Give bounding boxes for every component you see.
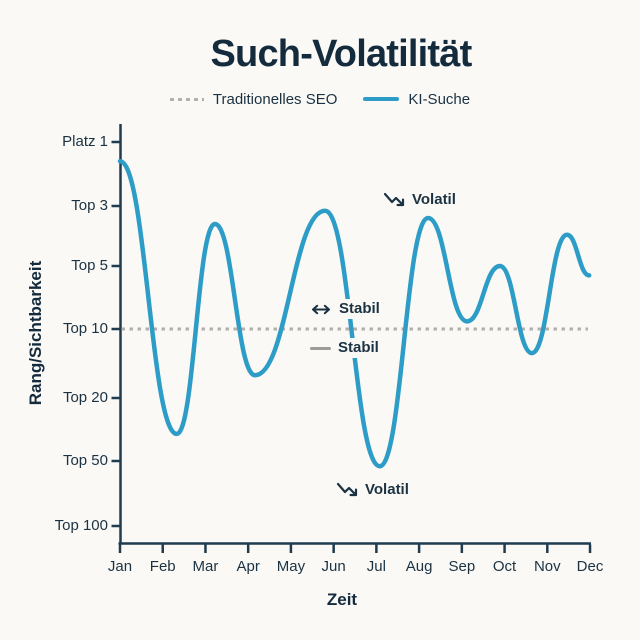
x-tick-label: Aug [405,558,433,575]
y-tick-label: Platz 1 [62,133,108,150]
x-tick-label: Jul [366,558,386,575]
annotation-label: Stabil [338,339,379,356]
x-tick-label: Apr [236,558,260,575]
annotation-stabil-arrow: Stabil [308,299,382,319]
annotation-volatil-top: Volatil [383,190,456,210]
trending-down-icon [383,192,405,207]
x-tick-label: Dec [576,558,604,575]
gray-line-icon [310,346,331,350]
x-tick-label: May [276,558,306,575]
annotation-label: Stabil [339,300,380,317]
trending-down-icon [336,482,358,497]
y-tick-label: Top 100 [54,517,108,534]
y-tick-label: Top 50 [62,452,108,469]
ki-suche-line [117,158,592,469]
y-tick-label: Top 20 [62,389,108,406]
y-tick-label: Top 10 [62,320,108,337]
annotation-label: Volatil [412,191,456,208]
annotation-label: Volatil [365,481,409,498]
x-tick-label: Feb [149,558,176,575]
x-tick-label: Oct [492,558,517,575]
y-tick-label: Top 5 [71,257,108,274]
x-tick-label: Jan [107,558,133,575]
legend-label-traditionelles-seo: Traditionelles SEO [212,90,338,108]
legend-label-ki-suche: KI-Suche [408,90,471,108]
y-tick-label: Top 3 [71,197,108,214]
x-tick-label: Sep [448,558,476,575]
solid-line-swatch-icon [363,97,400,101]
annotation-volatil-bottom: Volatil [336,480,409,500]
legend-item-ki-suche: KI-Suche [363,91,470,108]
legend-item-traditionelles-seo: Traditionelles SEO [169,90,338,108]
x-tick-label: Mar [192,558,219,575]
x-tick-label: Nov [533,558,561,575]
page-title: Such-Volatilität [210,33,473,75]
x-tick-label: Jun [321,558,346,575]
x-axis-title: Zeit [326,590,358,609]
annotation-stabil-line: Stabil [308,338,381,358]
legend: Traditionelles SEO KI-Suche [0,88,640,110]
arrow-left-right-icon [312,304,330,314]
dashed-line-swatch-icon [169,97,204,101]
